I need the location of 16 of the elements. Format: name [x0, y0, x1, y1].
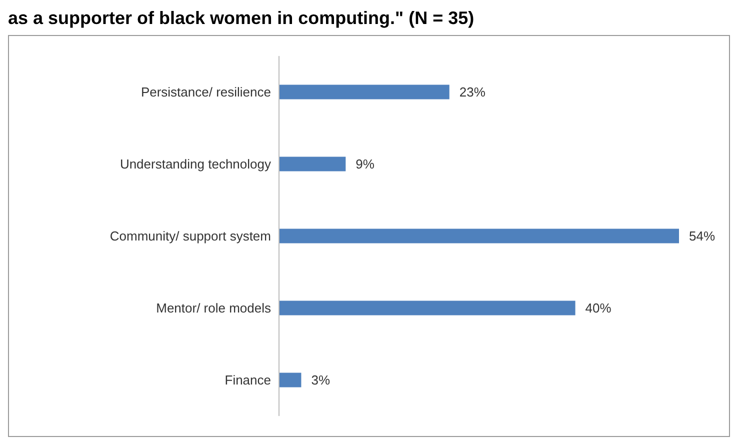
bar [279, 156, 346, 172]
y-tick-label: Persistance/ resilience [140, 84, 271, 100]
data-label: 3% [311, 372, 330, 388]
data-label: 40% [585, 300, 612, 316]
bar [279, 300, 576, 316]
data-label: 54% [689, 228, 716, 244]
y-tick-label: Finance [224, 372, 271, 388]
bar [279, 228, 679, 244]
bar [279, 84, 450, 100]
y-tick-label: Community/ support system [110, 228, 271, 244]
data-label: 9% [356, 156, 375, 172]
chart-title: as a supporter of black women in computing." (N = 35) [8, 8, 476, 29]
bar [279, 372, 302, 388]
data-label: 23% [459, 84, 486, 100]
y-tick-label: Understanding technology [120, 156, 272, 172]
y-tick-label: Mentor/ role models [156, 300, 272, 316]
